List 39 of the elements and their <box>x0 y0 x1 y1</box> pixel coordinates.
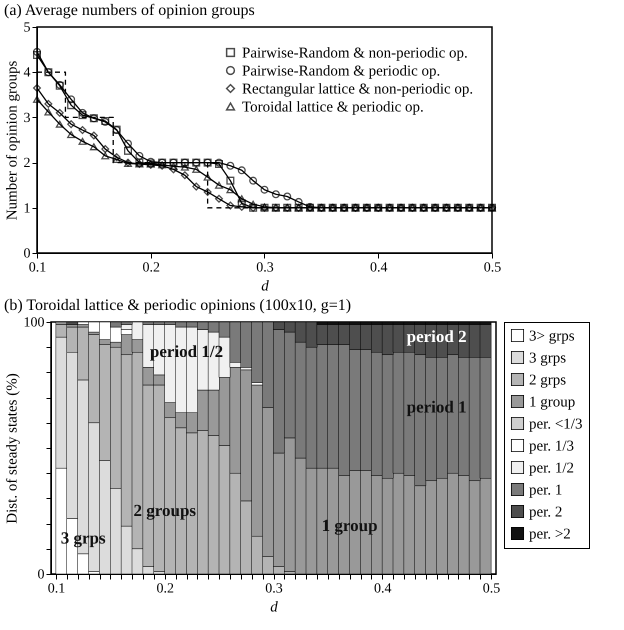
y-tick-label: 3 <box>24 110 30 126</box>
y-tick-label: 0 <box>38 568 44 582</box>
legend-label: 1 group <box>529 394 576 410</box>
x-tick-label: 0.2 <box>156 582 174 596</box>
legend-label: per. >2 <box>529 526 571 542</box>
y-axis-title: Dist. of steady states (%) <box>4 373 20 524</box>
chart-title: (b) Toroidal lattice & periodic opinions (100x10, g=1) <box>4 297 352 314</box>
legend-label: Pairwise-Random & non-periodic op. <box>242 46 468 62</box>
x-tick-label: 0.1 <box>28 260 46 276</box>
x-tick-label: 0.3 <box>256 260 274 276</box>
x-axis-title: d <box>270 600 278 616</box>
x-tick-label: 0.5 <box>484 260 502 276</box>
chart-title: (a) Average numbers of opinion groups <box>4 2 255 19</box>
legend-label: 2 grps <box>529 372 566 388</box>
legend-label: 3> grps <box>529 328 575 344</box>
legend-label: Toroidal lattice & periodic op. <box>242 100 424 116</box>
legend-label: Rectangular lattice & non-periodic op. <box>242 82 474 98</box>
x-tick-label: 0.4 <box>370 260 388 276</box>
y-tick-label: 0 <box>24 246 30 262</box>
x-tick-label: 0.4 <box>374 582 392 596</box>
legend-label: per. 1/2 <box>529 460 574 476</box>
y-tick-label: 1 <box>24 201 30 216</box>
legend-label: 3 grps <box>529 350 566 366</box>
legend-label: per. <1/3 <box>529 416 582 432</box>
x-axis-title: d <box>261 278 270 294</box>
x-tick-label: 0.1 <box>48 582 66 596</box>
annotation: period 2 <box>406 327 467 346</box>
legend-label: Pairwise-Random & periodic op. <box>242 64 440 80</box>
y-tick-label: 100 <box>24 316 44 330</box>
y-tick-label: 5 <box>24 20 30 36</box>
x-tick-label: 0.2 <box>142 260 160 276</box>
legend-label: per. 1/3 <box>529 438 574 454</box>
legend-label: per. 2 <box>529 504 562 520</box>
y-tick-label: 4 <box>24 66 30 81</box>
y-tick-label: 2 <box>24 156 30 172</box>
x-tick-label: 0.3 <box>265 582 283 596</box>
y-axis-title: Number of opinion groups <box>4 60 20 220</box>
x-tick-label: 0.5 <box>482 582 500 596</box>
legend-label: per. 1 <box>529 482 562 498</box>
